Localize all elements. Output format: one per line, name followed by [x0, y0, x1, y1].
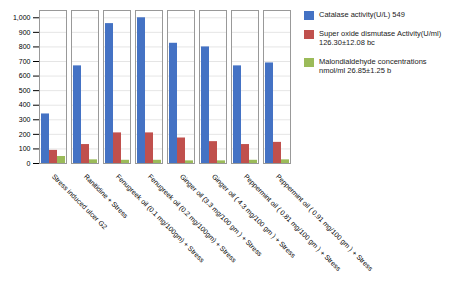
- svg-text:700: 700: [19, 58, 31, 65]
- svg-text:100: 100: [19, 145, 31, 152]
- html-text:Super oxide dismutase Activity: Super oxide dismutase Activity(U/ml) 126…: [319, 29, 442, 48]
- svg-text:600: 600: [19, 72, 31, 79]
- svg-text:800: 800: [19, 43, 31, 50]
- svg-text:900: 900: [19, 29, 31, 36]
- svg-text:200: 200: [19, 131, 31, 138]
- svg-text:500: 500: [19, 87, 31, 94]
- html-text:Catalase activity(U/L) 549: Catalase activity(U/L) 549: [319, 10, 405, 19]
- svg-text:Fenugreek oil (0.2 mg/100gm) +: Fenugreek oil (0.2 mg/100gm) + Stress: [146, 172, 238, 264]
- svg-text:Stress induced ulcer G2: Stress induced ulcer G2: [51, 173, 109, 231]
- svg-text:0: 0: [27, 160, 31, 167]
- svg-text:Fenugreek oil (0.1 mg/100gm) +: Fenugreek oil (0.1 mg/100gm) + Stress: [114, 172, 206, 264]
- svg-text:Ginger oil (3.3 mg/100 gm ) +: Ginger oil (3.3 mg/100 gm ) + Stress: [178, 172, 264, 258]
- svg-text:Peppermint oil ( 0.91 mg/100 g: Peppermint oil ( 0.91 mg/100 gm ) + Stre…: [274, 173, 375, 274]
- svg-text:1,000: 1,000: [13, 14, 31, 21]
- svg-text:Peppermint oil ( 0.81 mg/100 g: Peppermint oil ( 0.81 mg/100 gm ) + Stre…: [242, 172, 343, 273]
- svg-text:400: 400: [19, 101, 31, 108]
- html-text:Malondialdehyde concentrations: Malondialdehyde concentrations nmol/ml 2…: [319, 56, 427, 76]
- svg-text:Ranitidine + Stress: Ranitidine + Stress: [82, 172, 130, 220]
- svg-text:Ginger oil ( 4.3 mg/100 gm ) +: Ginger oil ( 4.3 mg/100 gm ) + Stress: [210, 172, 297, 259]
- svg-text:300: 300: [19, 116, 31, 123]
